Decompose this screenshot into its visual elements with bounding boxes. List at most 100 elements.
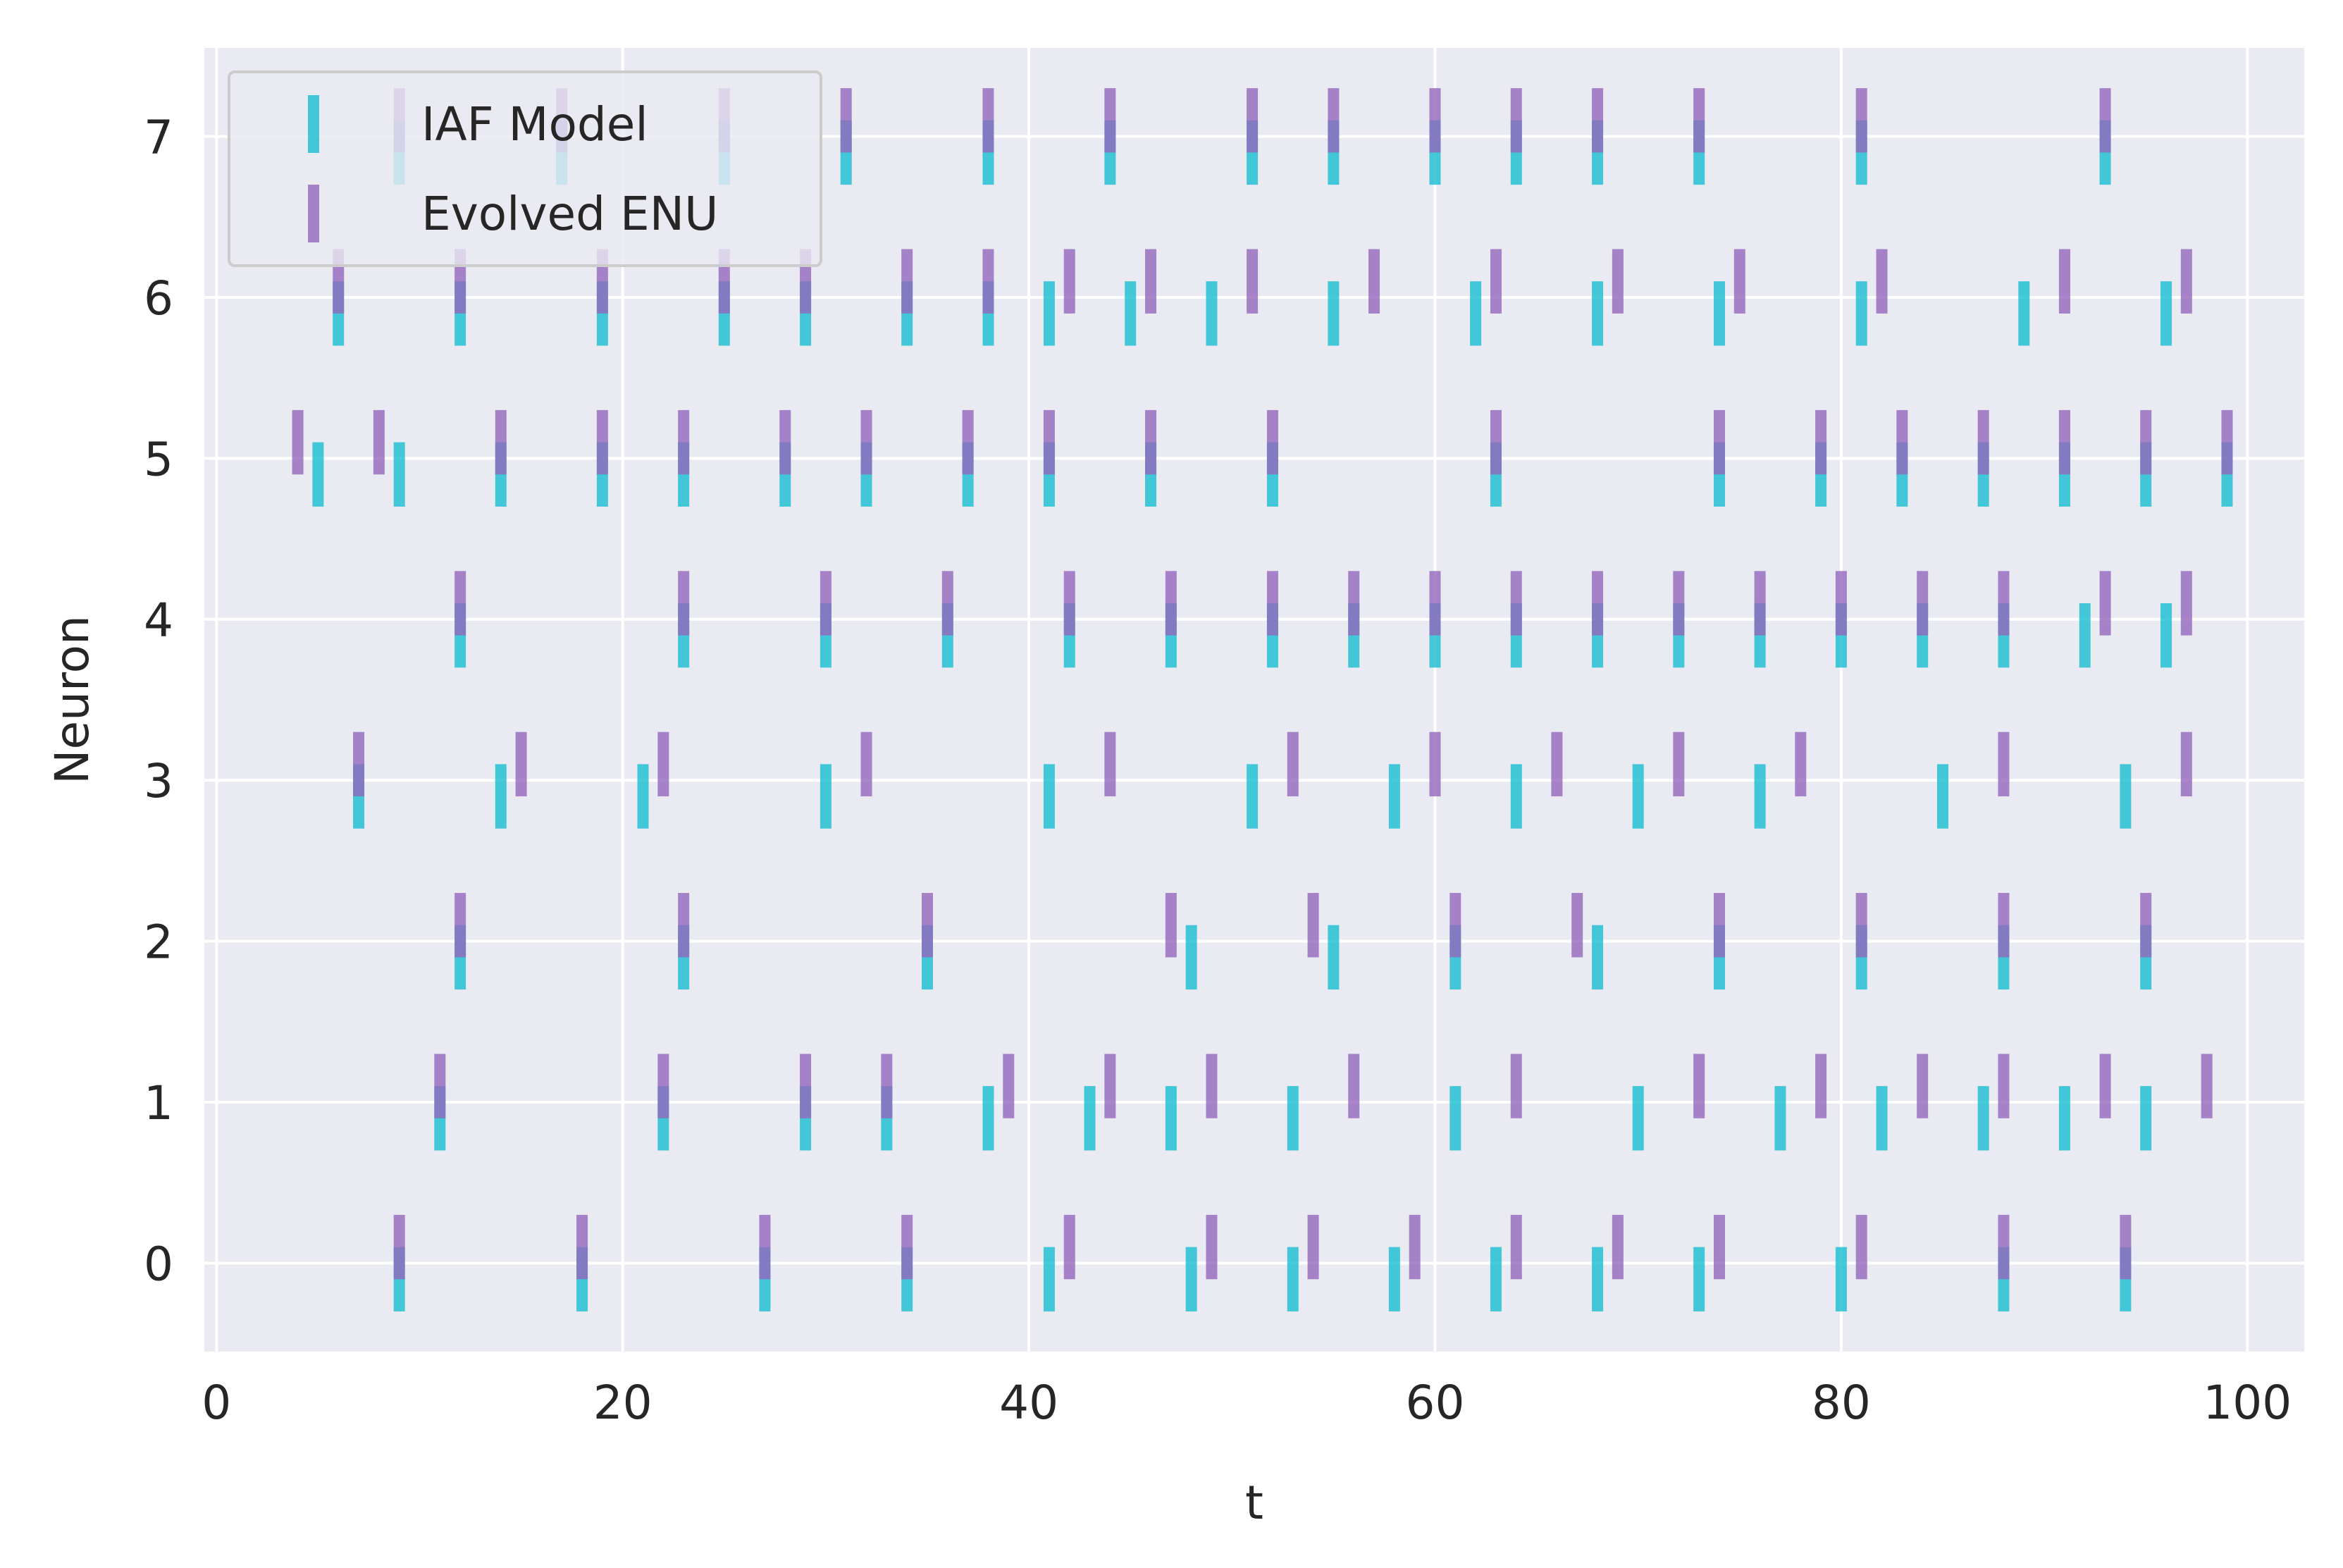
spike-mark-enu [495, 409, 507, 475]
spike-mark-enu [800, 1054, 812, 1118]
spike-mark-enu [941, 571, 953, 636]
spike-mark-iaf [1490, 1247, 1502, 1311]
legend-swatch-iaf [308, 95, 319, 153]
spike-mark-enu [1348, 571, 1360, 636]
spike-events [292, 88, 2233, 1311]
spike-mark-enu [2099, 571, 2111, 636]
spike-mark-iaf [2140, 1086, 2152, 1151]
x-tick-label: 20 [593, 1376, 653, 1430]
spike-mark-enu [1328, 88, 1340, 153]
spike-mark-iaf [637, 764, 649, 829]
spike-mark-iaf [820, 764, 832, 829]
spike-mark-enu [2180, 571, 2192, 636]
spike-mark-enu [1104, 88, 1116, 153]
spike-mark-iaf [1470, 281, 1482, 346]
spike-mark-enu [759, 1214, 771, 1280]
spike-mark-enu [1043, 409, 1055, 475]
spike-mark-enu [982, 249, 994, 314]
spike-mark-enu [1429, 88, 1441, 153]
spike-mark-enu [1917, 571, 1929, 636]
spike-mark-enu [1165, 893, 1177, 958]
spike-mark-enu [962, 409, 974, 475]
spike-mark-enu [921, 893, 933, 958]
legend-label-iaf: IAF Model [421, 97, 648, 152]
spike-mark-iaf [2120, 764, 2132, 829]
spike-mark-enu [1063, 249, 1075, 314]
spike-mark-enu [1409, 1214, 1421, 1280]
spike-mark-enu [779, 409, 791, 475]
spike-mark-enu [2180, 249, 2192, 314]
spike-mark-iaf [2018, 281, 2030, 346]
spike-mark-iaf [1206, 281, 1218, 346]
spike-mark-enu [1998, 1054, 2010, 1118]
spike-mark-enu [1998, 893, 2010, 958]
spike-mark-enu [2099, 88, 2111, 153]
spike-mark-enu [1063, 571, 1075, 636]
spike-mark-iaf [1125, 281, 1137, 346]
spike-mark-enu [1998, 731, 2010, 797]
spike-mark-enu [1247, 88, 1259, 153]
spike-mark-iaf [2079, 603, 2091, 668]
spike-mark-iaf [1592, 281, 1604, 346]
spike-mark-enu [1348, 1054, 1360, 1118]
x-axis-label: t [1245, 1476, 1263, 1530]
spike-mark-iaf [1388, 764, 1400, 829]
spike-mark-iaf [1977, 1086, 1989, 1151]
x-tick-label: 80 [1812, 1376, 1871, 1430]
spike-mark-enu [1754, 571, 1766, 636]
spike-mark-enu [881, 1054, 893, 1118]
y-tick-label: 3 [144, 754, 173, 808]
spike-mark-enu [1713, 409, 1725, 475]
spike-mark-iaf [1287, 1086, 1299, 1151]
spike-mark-iaf [1713, 281, 1725, 346]
spike-mark-iaf [1165, 1086, 1177, 1151]
y-tick-label: 4 [144, 593, 173, 648]
spike-mark-enu [1592, 88, 1604, 153]
spike-mark-enu [292, 409, 304, 475]
spike-mark-enu [1551, 731, 1563, 797]
spike-mark-enu [840, 88, 852, 153]
spike-mark-enu [434, 1054, 446, 1118]
spike-mark-enu [2058, 409, 2070, 475]
spike-mark-iaf [1592, 925, 1604, 990]
spike-mark-enu [1145, 409, 1157, 475]
spike-mark-enu [2140, 893, 2152, 958]
spike-mark-enu [1693, 1054, 1705, 1118]
spike-mark-iaf [1693, 1247, 1705, 1311]
spike-mark-iaf [1449, 1086, 1461, 1151]
spike-mark-enu [982, 88, 994, 153]
spike-mark-enu [1429, 571, 1441, 636]
spike-mark-enu [393, 1214, 405, 1280]
spike-mark-enu [515, 731, 527, 797]
spike-mark-iaf [1185, 925, 1197, 990]
spike-mark-enu [1368, 249, 1380, 314]
spike-mark-enu [1490, 409, 1502, 475]
spike-mark-enu [1449, 893, 1461, 958]
spike-mark-enu [657, 731, 669, 797]
spike-mark-iaf [1287, 1247, 1299, 1311]
tick-labels: 0 20 40 60 80 100 0 1 2 3 4 5 6 7 [144, 111, 2292, 1430]
spike-mark-iaf [1247, 764, 1259, 829]
spike-mark-iaf [1632, 1086, 1644, 1151]
x-tick-label: 60 [1406, 1376, 1465, 1430]
spike-mark-enu [2120, 1214, 2132, 1280]
legend-box [228, 70, 822, 267]
spike-mark-enu [596, 409, 608, 475]
spike-mark-iaf [1043, 281, 1055, 346]
spike-mark-enu [1592, 571, 1604, 636]
spike-mark-iaf [2160, 603, 2172, 668]
spike-mark-enu [1266, 571, 1278, 636]
spike-mark-iaf [1774, 1086, 1786, 1151]
spike-mark-enu [1855, 893, 1867, 958]
spike-mark-iaf [1084, 1086, 1096, 1151]
spike-mark-iaf [393, 442, 405, 507]
spike-mark-enu [1917, 1054, 1929, 1118]
spike-mark-enu [2058, 249, 2070, 314]
spike-mark-enu [1429, 731, 1441, 797]
spike-mark-enu [1835, 571, 1847, 636]
spike-mark-enu [1733, 249, 1745, 314]
spike-mark-enu [1510, 88, 1522, 153]
spike-mark-enu [1165, 571, 1177, 636]
y-tick-label: 0 [144, 1237, 173, 1291]
